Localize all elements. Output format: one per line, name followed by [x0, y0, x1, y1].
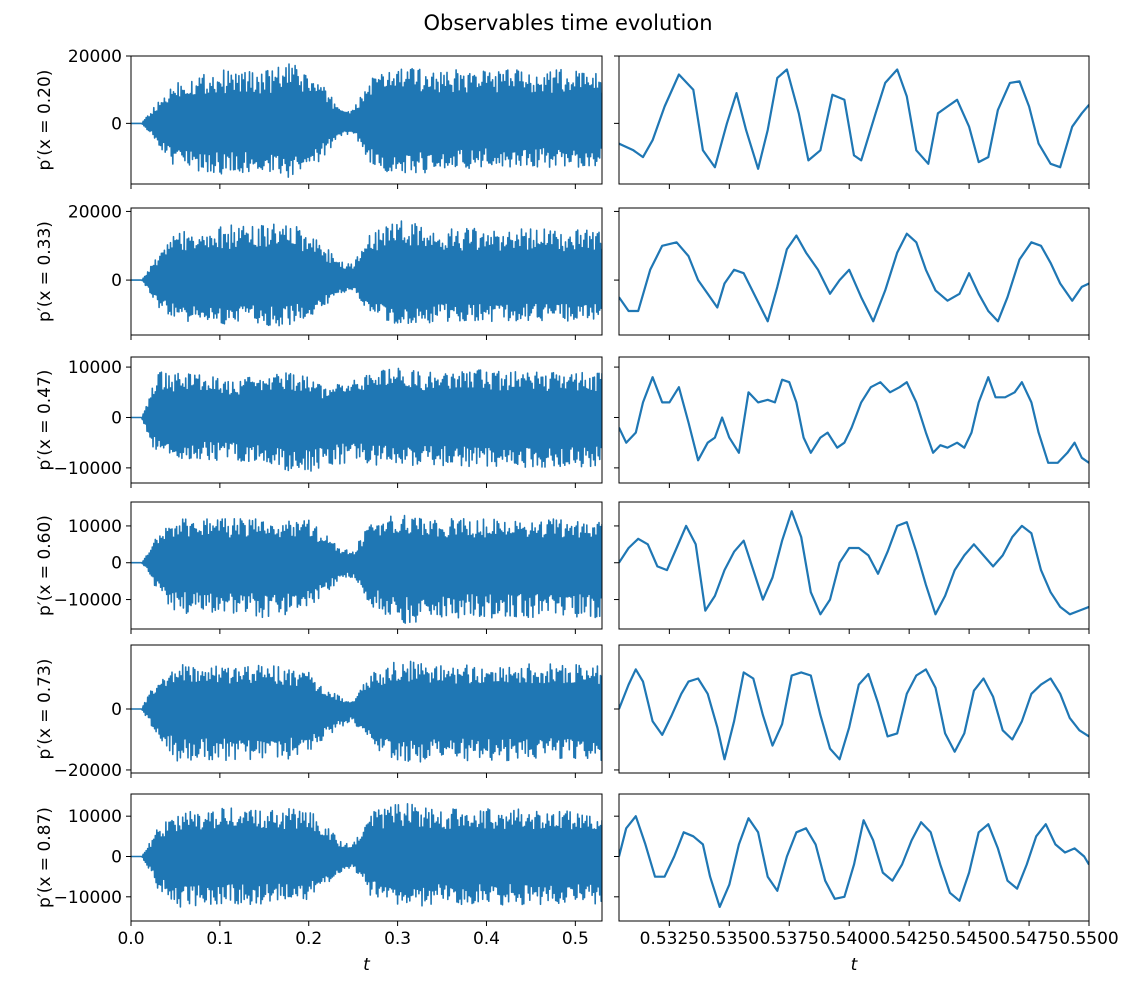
- panel-full-row-3: −10000 0 10000 p′(x = 0.47): [35, 356, 603, 488]
- series-line: [131, 803, 602, 908]
- x-tick-label: 0.3: [384, 929, 411, 949]
- y-axis-label: p′(x = 0.33): [35, 221, 55, 322]
- panel-full-row-6: −10000 0 10000 0.0 0.1 0.2 0.3 0.4 0.5 p′(x = 0.8…: [35, 793, 603, 975]
- axes-frame: [618, 55, 1090, 185]
- axes-frame: [130, 207, 603, 336]
- y-tick-label: 0: [111, 114, 122, 134]
- series-line: [131, 63, 602, 178]
- y-tick-label: 0: [111, 700, 122, 720]
- y-tick-label: 0: [111, 408, 122, 428]
- x-tick-label: 0.0: [117, 929, 144, 949]
- panel-full-row-4: −10000 0 10000 p′(x = 0.60): [35, 501, 603, 634]
- y-tick-label: 20000: [68, 47, 122, 67]
- x-tick-label: 0.5: [562, 929, 589, 949]
- x-tick-label: 0.5425: [879, 929, 938, 949]
- axes-frame: [618, 207, 1090, 336]
- x-tick-label: 0.5350: [700, 929, 759, 949]
- axes-frame: [130, 793, 603, 922]
- series-line: [131, 660, 602, 763]
- panel-full-row-1: 0 20000 p′(x = 0.20): [35, 47, 603, 189]
- y-axis-label: p′(x = 0.87): [35, 807, 55, 908]
- series-line: [131, 514, 602, 624]
- x-tick-label: 0.5450: [939, 929, 998, 949]
- y-axis-label: p′(x = 0.60): [35, 515, 55, 616]
- series-line: [131, 220, 602, 327]
- panel-zoom-row-3: [614, 356, 1090, 488]
- y-tick-label: 0: [111, 271, 122, 291]
- series-line: [131, 367, 602, 472]
- panel-zoom-row-1: [614, 55, 1090, 189]
- y-tick-label: 0: [111, 554, 122, 574]
- x-tick-label: 0.5500: [1059, 929, 1118, 949]
- y-tick-label: −10000: [54, 888, 122, 908]
- x-tick-label: 0.5400: [819, 929, 878, 949]
- series-line: [619, 232, 1089, 323]
- y-tick-label: −20000: [54, 761, 122, 781]
- x-tick-label: 0.4: [473, 929, 500, 949]
- y-tick-label: 10000: [68, 358, 122, 378]
- series-line: [619, 68, 1089, 170]
- panel-zoom-row-5: [614, 644, 1090, 778]
- panel-zoom-row-6: 0.5325 0.5350 0.5375 0.5400 0.5425 0.5450 0.54…: [614, 793, 1119, 975]
- x-tick-label: 0.5475: [999, 929, 1058, 949]
- y-tick-label: 0: [111, 847, 122, 867]
- axes-frame: [130, 501, 603, 630]
- y-tick-label: 10000: [68, 807, 122, 827]
- y-axis-label: p′(x = 0.47): [35, 370, 55, 471]
- panel-zoom-row-2: [614, 207, 1090, 340]
- x-axis-label: t: [851, 955, 859, 975]
- panel-full-row-5: −20000 0 p′(x = 0.73): [35, 644, 603, 781]
- x-tick-label: 0.5375: [760, 929, 819, 949]
- axes-frame: [618, 793, 1090, 922]
- y-axis-label: p′(x = 0.20): [35, 70, 55, 171]
- figure-title: Observables time evolution: [423, 11, 712, 35]
- panel-full-row-2: 0 20000 p′(x = 0.33): [35, 202, 603, 340]
- y-tick-label: 20000: [68, 202, 122, 222]
- series-line: [619, 815, 1089, 908]
- axes-frame: [618, 501, 1090, 630]
- panels: 0 20000 p′(x = 0.20) 0 20000 p′(x = 0.33) −100…: [35, 47, 1119, 975]
- y-tick-label: −10000: [54, 591, 122, 611]
- panel-zoom-row-4: [614, 501, 1090, 634]
- axes-frame: [618, 356, 1090, 484]
- series-line: [619, 668, 1089, 761]
- series-line: [619, 510, 1089, 616]
- y-tick-label: 10000: [68, 517, 122, 537]
- y-tick-label: −10000: [54, 459, 122, 479]
- x-axis-label: t: [363, 955, 371, 975]
- x-tick-label: 0.2: [295, 929, 322, 949]
- series-line: [619, 376, 1089, 464]
- x-tick-label: 0.1: [206, 929, 233, 949]
- axes-frame: [130, 356, 603, 484]
- y-axis-label: p′(x = 0.73): [35, 659, 55, 760]
- axes-frame: [130, 55, 603, 185]
- x-tick-label: 0.5325: [640, 929, 699, 949]
